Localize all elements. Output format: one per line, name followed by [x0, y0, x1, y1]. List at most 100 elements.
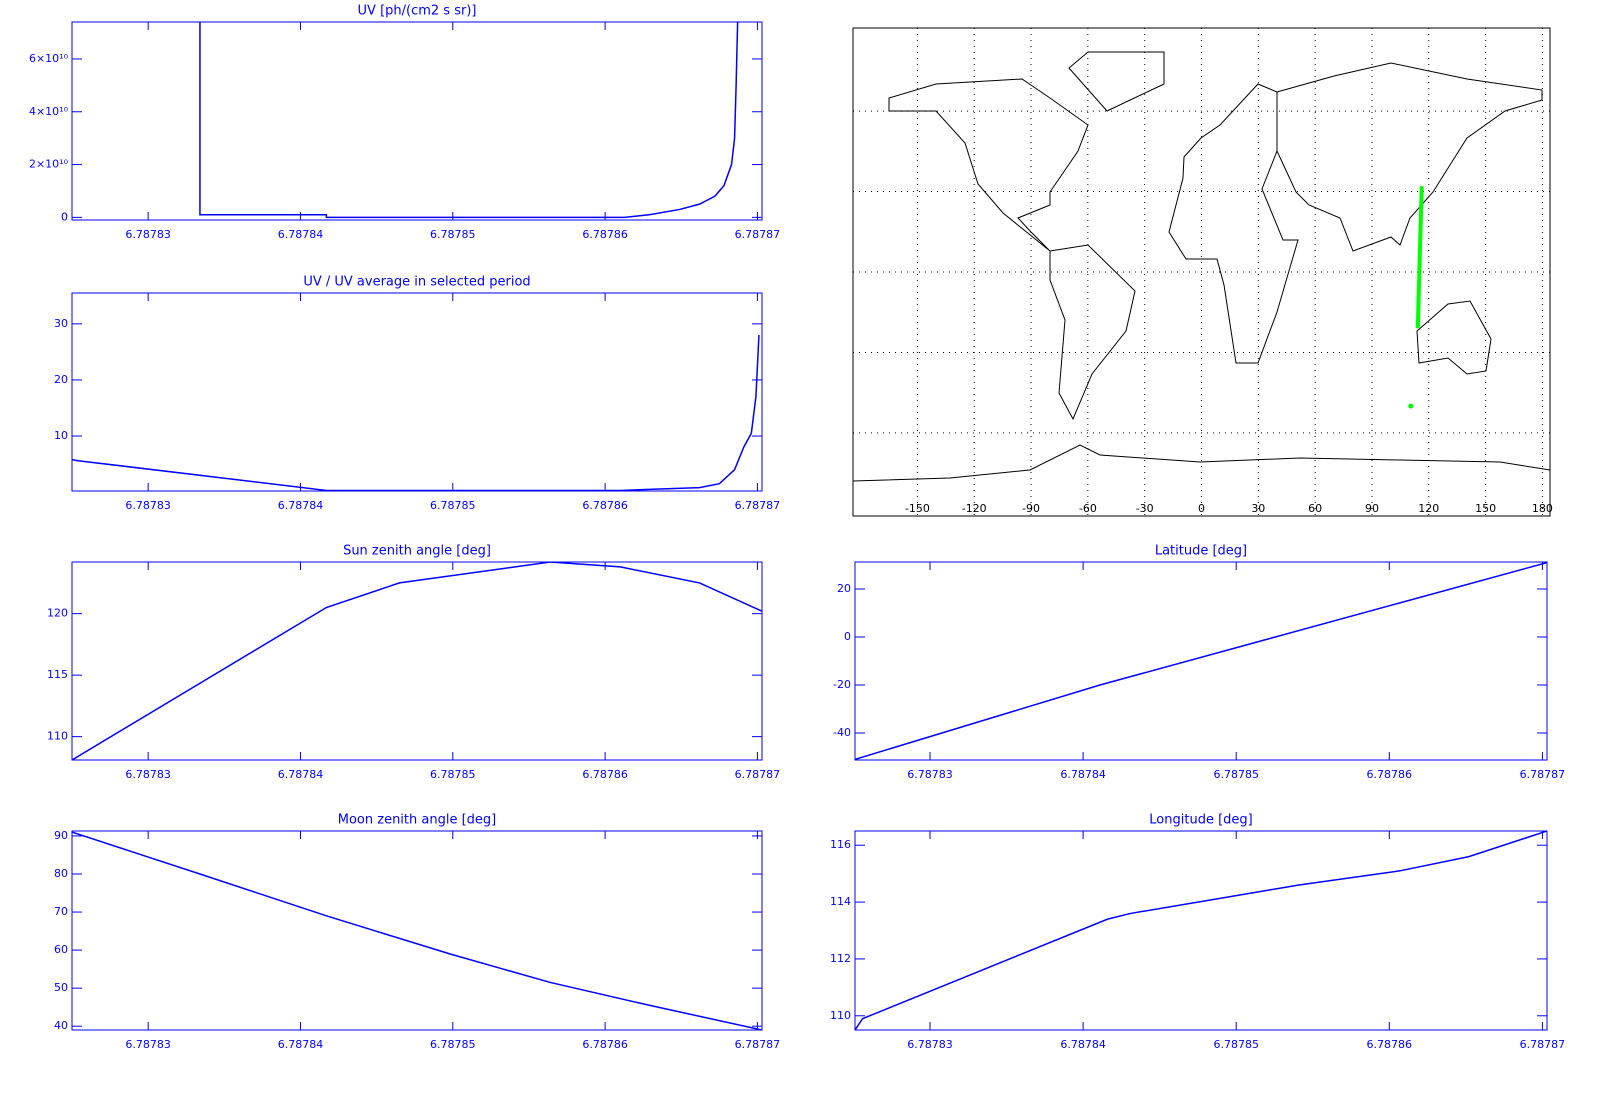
plot-panel: UV / UV average in selected period 6.7878…: [54, 275, 780, 513]
greenland: [1068, 51, 1165, 112]
y-tick-label: 50: [54, 981, 68, 994]
x-tick-label: 6.78787: [735, 228, 781, 241]
plot-frame: [71, 830, 763, 1031]
plot-frame: [854, 561, 1548, 761]
x-tick-label: -150: [905, 502, 930, 515]
y-tick-label: 2×10¹⁰: [29, 158, 69, 171]
x-tick-label: 6.78783: [907, 768, 953, 781]
x-tick-label: -120: [962, 502, 987, 515]
plot-frame: [71, 561, 763, 761]
y-tick-label: 116: [830, 838, 851, 851]
y-tick-label: 110: [47, 730, 68, 743]
x-tick-label: 6.78786: [582, 228, 628, 241]
y-tick-label: 0: [61, 210, 68, 223]
y-tick-label: 70: [54, 905, 68, 918]
x-tick-label: 6.78784: [278, 1038, 324, 1051]
x-tick-label: 6.78783: [125, 228, 171, 241]
plot-frame: [854, 830, 1548, 1031]
data-line: [72, 562, 762, 760]
x-tick-label: 60: [1308, 502, 1322, 515]
y-tick-label: 80: [54, 867, 68, 880]
y-tick-label: 30: [54, 317, 68, 330]
y-tick-label: 115: [47, 668, 68, 681]
x-tick-label: 6.78784: [278, 768, 324, 781]
x-tick-label: 6.78786: [582, 499, 628, 512]
x-tick-label: 6.78787: [735, 768, 781, 781]
south-america: [1049, 244, 1136, 421]
y-tick-label: 6×10¹⁰: [29, 52, 69, 65]
y-tick-label: 112: [830, 952, 851, 965]
x-tick-label: 6.78784: [278, 228, 324, 241]
australia: [1416, 300, 1492, 375]
x-tick-label: 6.78783: [125, 768, 171, 781]
plot-title: Sun zenith angle [deg]: [343, 544, 491, 559]
data-line: [72, 335, 760, 491]
x-tick-label: 6.78786: [1367, 1038, 1413, 1051]
plot-panel: Sun zenith angle [deg] 6.78783 6.78784 6.78…: [47, 544, 780, 782]
x-tick-label: 6.78783: [125, 1038, 171, 1051]
x-tick-label: 120: [1418, 502, 1439, 515]
map-panel: -150 -120 -90 -60 -30 0 30 60 90 120 150 180: [852, 27, 1553, 517]
y-tick-label: 20: [54, 373, 68, 386]
x-tick-label: 180: [1532, 502, 1553, 515]
y-tick-label: 60: [54, 943, 68, 956]
x-tick-label: 6.78786: [582, 1038, 628, 1051]
x-tick-label: 6.78787: [735, 1038, 781, 1051]
y-tick-label: -20: [833, 678, 851, 691]
ground-track: [1415, 186, 1424, 329]
plot-panel: Longitude [deg] 6.78783 6.78784 6.78785 6.78…: [830, 813, 1565, 1052]
y-tick-label: 110: [830, 1009, 851, 1022]
x-tick-label: 6.78787: [735, 499, 781, 512]
x-tick-label: 6.78783: [907, 1038, 953, 1051]
x-tick-label: 6.78784: [278, 499, 324, 512]
plot-frame: [71, 21, 763, 221]
y-tick-label: 120: [47, 607, 68, 620]
data-line: [855, 562, 1547, 760]
plot-title: UV [ph/(cm2 s sr)]: [358, 4, 477, 19]
x-tick-label: 6.78787: [1520, 768, 1566, 781]
y-tick-label: 90: [54, 829, 68, 842]
x-tick-label: 6.78785: [1213, 768, 1259, 781]
plot-panel: UV [ph/(cm2 s sr)] 6.78783 6.78784 6.78785 6…: [29, 4, 780, 242]
x-tick-label: 6.78786: [582, 768, 628, 781]
x-tick-label: 6.78785: [430, 768, 476, 781]
plot-title: UV / UV average in selected period: [303, 275, 530, 290]
x-tick-label: 6.78785: [430, 1038, 476, 1051]
plot-panel: Moon zenith angle [deg] 6.78783 6.78784 6.7…: [54, 813, 780, 1052]
y-tick-label: 0: [844, 630, 851, 643]
x-tick-label: 6.78784: [1060, 768, 1106, 781]
y-tick-label: -40: [833, 726, 851, 739]
x-tick-label: 6.78785: [430, 228, 476, 241]
x-tick-label: 6.78785: [430, 499, 476, 512]
x-tick-label: 30: [1251, 502, 1265, 515]
coastlines: [853, 51, 1550, 482]
plot-title: Moon zenith angle [deg]: [338, 813, 496, 828]
antarctica: [853, 444, 1550, 482]
x-tick-label: 6.78783: [125, 499, 171, 512]
x-tick-label: 6.78787: [1520, 1038, 1566, 1051]
y-tick-label: 114: [830, 895, 851, 908]
x-tick-label: 150: [1475, 502, 1496, 515]
plot-title: Latitude [deg]: [1155, 544, 1247, 559]
y-tick-label: 4×10¹⁰: [29, 105, 69, 118]
y-tick-label: 40: [54, 1019, 68, 1032]
x-tick-label: 6.78785: [1213, 1038, 1259, 1051]
y-tick-label: 10: [54, 429, 68, 442]
y-tick-label: 20: [837, 582, 851, 595]
x-tick-label: 90: [1365, 502, 1379, 515]
data-line: [199, 22, 739, 219]
plot-frame: [71, 292, 763, 492]
x-tick-label: 6.78784: [1060, 1038, 1106, 1051]
x-tick-label: -90: [1022, 502, 1040, 515]
x-tick-label: -60: [1079, 502, 1097, 515]
africa-europe: [1168, 83, 1299, 364]
track-point: [1408, 403, 1414, 409]
data-line: [855, 831, 1547, 1030]
data-line: [72, 831, 762, 1030]
x-tick-label: 6.78786: [1367, 768, 1413, 781]
asia: [1276, 62, 1543, 252]
north-america: [888, 78, 1089, 252]
x-tick-label: -30: [1136, 502, 1154, 515]
